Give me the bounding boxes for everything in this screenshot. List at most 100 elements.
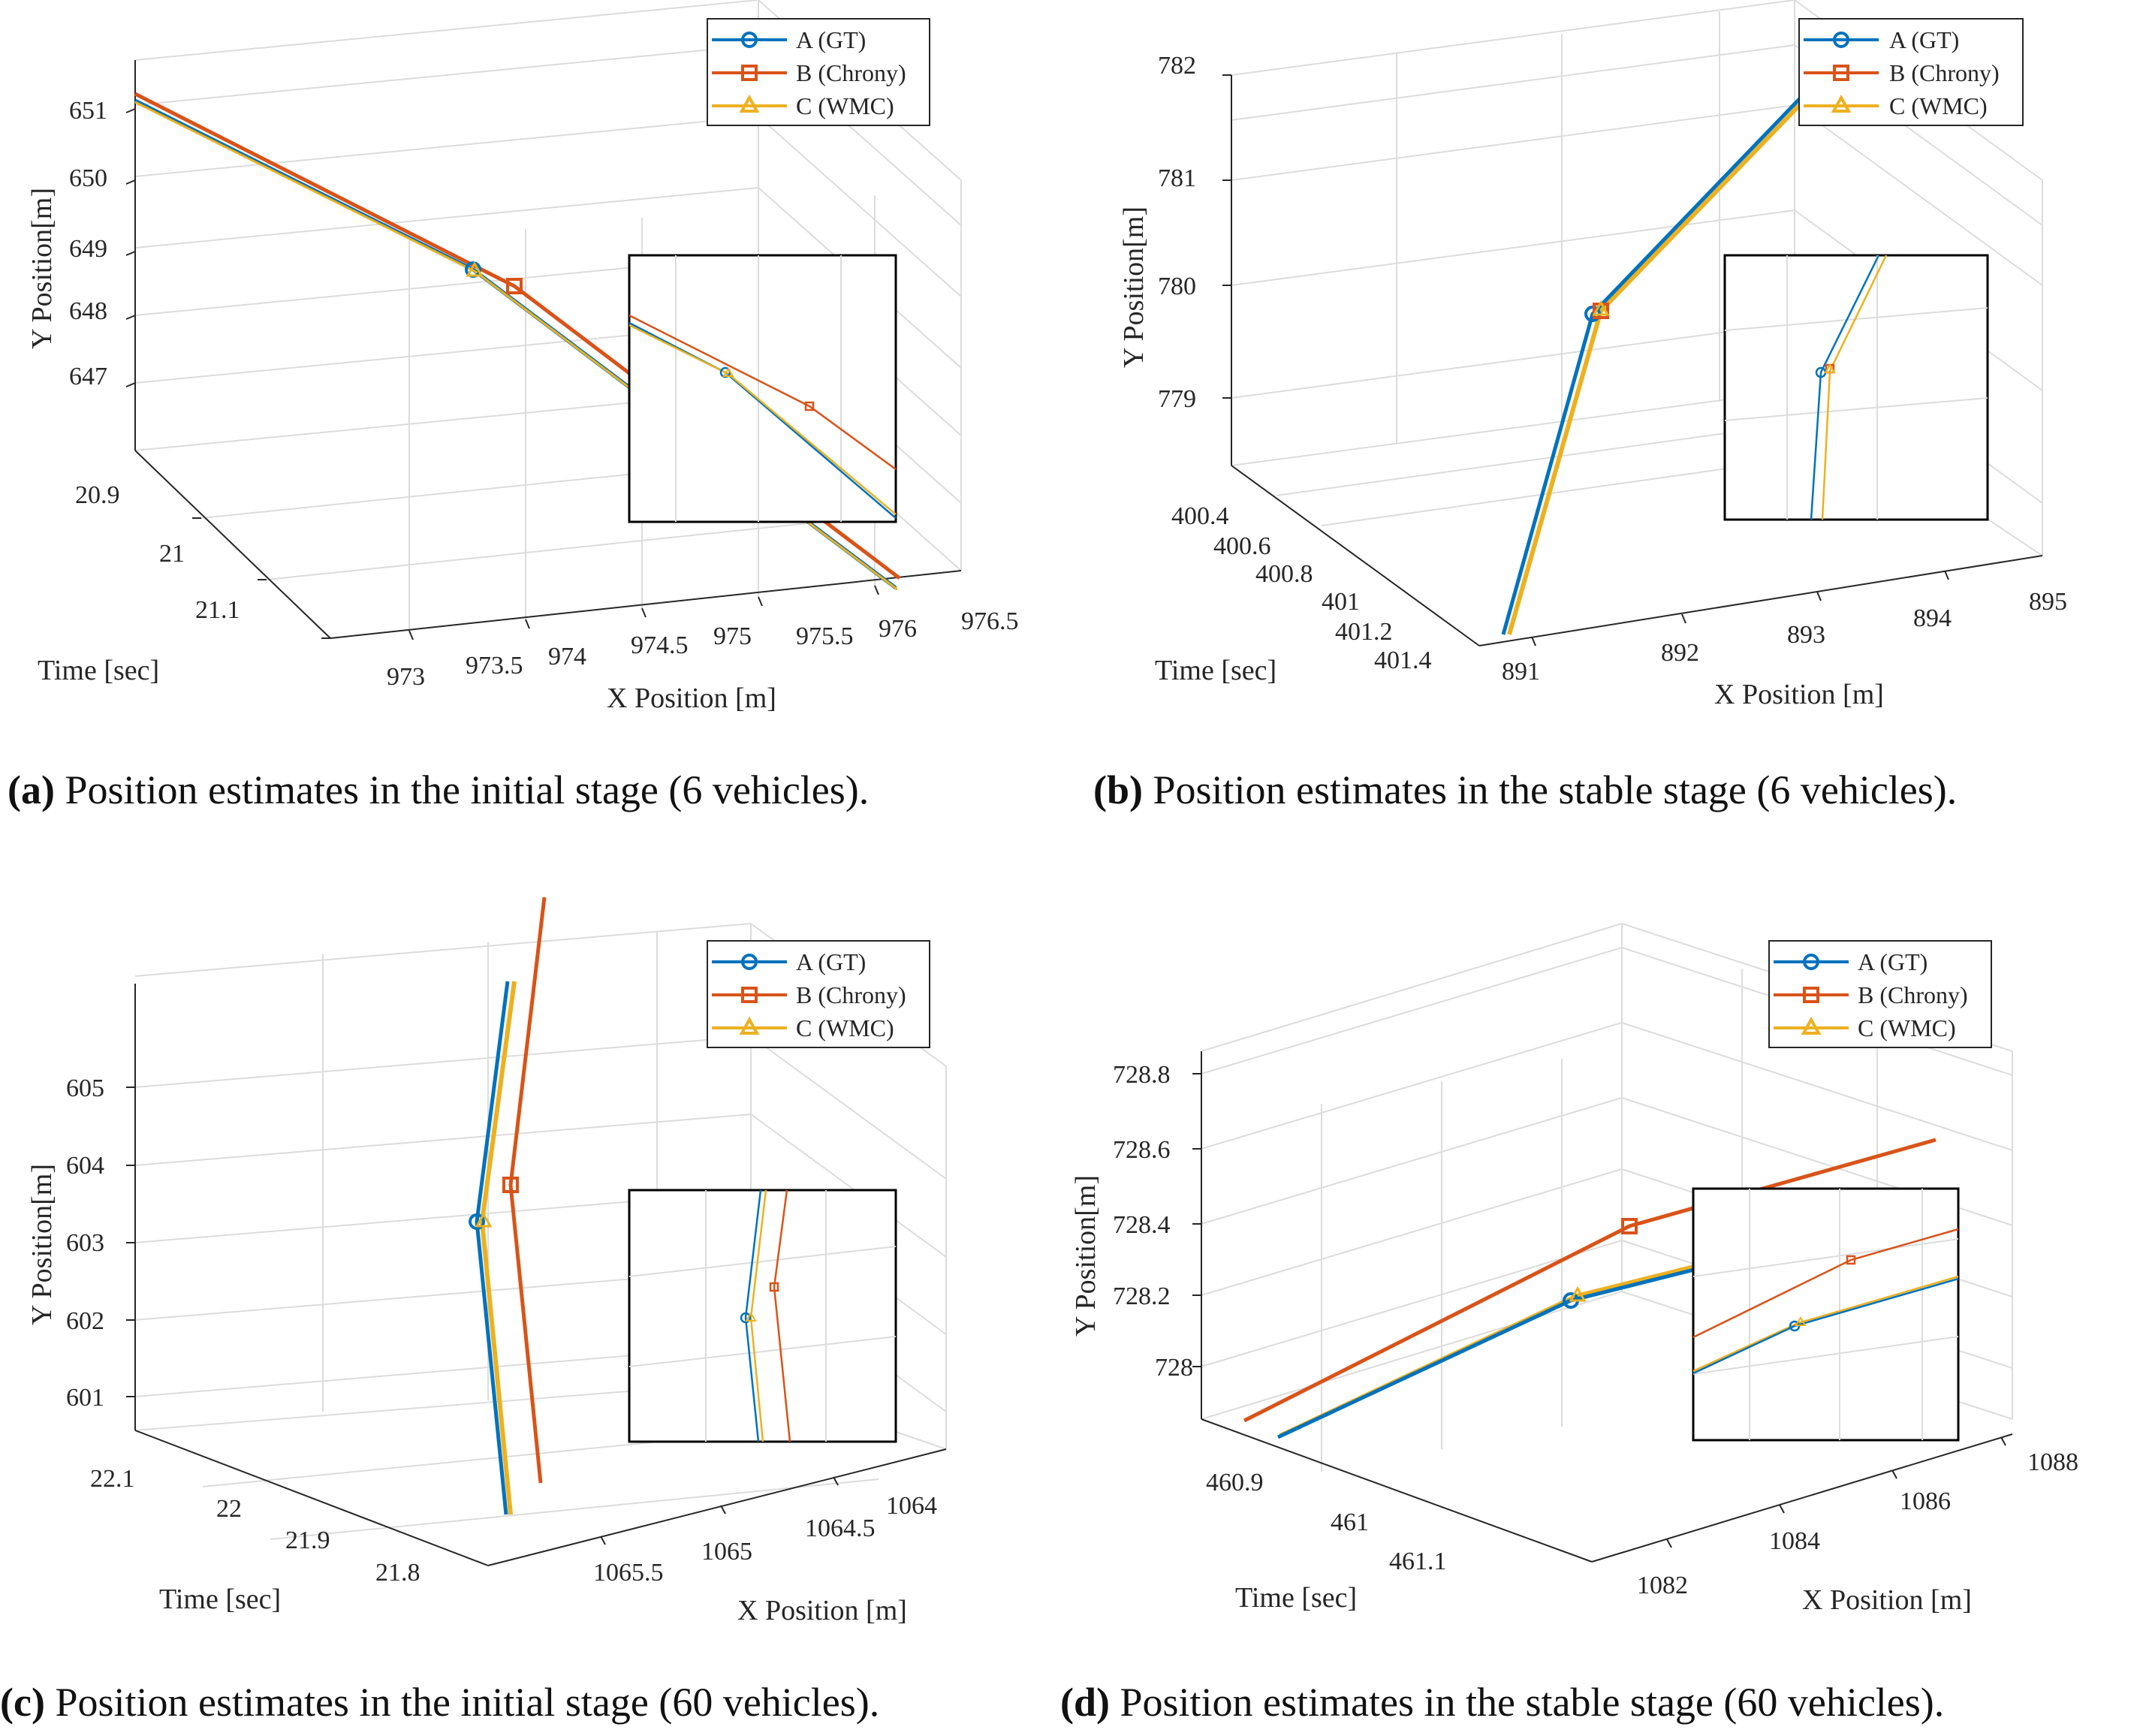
x-tick-a-1: 973.5 — [466, 652, 523, 680]
panel-c: 605 604 603 602 601 22.1 22 21.9 21.8 10… — [0, 897, 947, 1725]
legend-a-triangle-icon — [739, 94, 760, 113]
legend-a-square-icon — [741, 65, 758, 81]
caption-b: (b) Position estimates in the stable sta… — [1093, 767, 1957, 812]
inset-b — [1723, 254, 1989, 521]
panel-a: 651 650 649 648 647 20.9 21 21.1 973 973… — [8, 0, 1019, 812]
y-ticks-b: 782 781 780 779 — [1158, 52, 1196, 413]
legend-c-circle-icon — [741, 954, 758, 970]
t-label-c: Time [sec] — [159, 1584, 281, 1615]
inset-a-wmc — [628, 324, 897, 515]
legend-c: A (GT) B (Chrony) C (WMC) — [707, 940, 930, 1048]
x-tick-a-2: 974 — [548, 643, 586, 671]
t-tick-b-1: 400.6 — [1213, 532, 1271, 560]
caption-a: (a) Position estimates in the initial st… — [8, 767, 869, 812]
series-d-wmc-marker — [1569, 1285, 1587, 1302]
inset-c-chrony-marker — [769, 1282, 779, 1292]
axes-b — [1222, 74, 2043, 646]
inset-b-gt — [1810, 255, 1880, 520]
y-tick-d-2: 728.4 — [1113, 1211, 1171, 1239]
series-d-chrony-marker — [1621, 1218, 1638, 1234]
x-tick-a-4: 975 — [713, 622, 752, 650]
inset-a-chrony — [628, 314, 897, 471]
x-tick-c-1: 1065 — [701, 1538, 752, 1566]
x-tick-c-2: 1064.5 — [805, 1514, 876, 1542]
x-ticks-a: 973 973.5 974 974.5 975 975.5 976 976.5 — [387, 607, 1019, 691]
inset-b-wmc-marker — [1824, 363, 1836, 373]
x-tick-b-2: 893 — [1787, 621, 1825, 649]
t-tick-b-2: 400.8 — [1255, 560, 1313, 588]
legend-b: A (GT) B (Chrony) C (WMC) — [1798, 18, 2024, 126]
axes-d — [1192, 1051, 2013, 1563]
series-d — [1243, 1138, 1937, 1439]
series-c-gt — [475, 981, 510, 1515]
inset-c-chrony — [773, 1189, 791, 1442]
y-tick-a-4: 647 — [69, 363, 107, 390]
x-tick-b-4: 895 — [2029, 588, 2067, 616]
legend-c-label-1: B (Chrony) — [796, 981, 906, 1008]
legend-d-triangle-icon — [1801, 1016, 1822, 1035]
x-tick-b-1: 892 — [1661, 639, 1699, 667]
legend-d-label-2: C (WMC) — [1858, 1014, 1956, 1041]
caption-c: (c) Position estimates in the initial st… — [0, 1680, 879, 1725]
t-tick-b-3: 401 — [1322, 588, 1360, 616]
legend-d-label-1: B (Chrony) — [1858, 981, 1968, 1008]
x-tick-a-0: 973 — [387, 663, 425, 691]
t-ticks-b: 400.4 400.6 400.8 401 401.2 401.4 — [1171, 502, 1432, 674]
inset-c-frame — [628, 1189, 897, 1443]
inset-b-wmc — [1821, 255, 1888, 520]
y-tick-c-0: 605 — [66, 1074, 104, 1102]
x-tick-a-5: 975.5 — [796, 622, 854, 650]
series-b-wmc-marker — [1592, 300, 1610, 316]
inset-d-chrony-marker — [1846, 1255, 1856, 1265]
axes-c — [126, 984, 947, 1566]
series-c-wmc-marker — [475, 1211, 493, 1228]
t-tick-c-0: 22.1 — [90, 1465, 135, 1493]
t-label-d: Time [sec] — [1235, 1582, 1357, 1614]
x-tick-d-0: 1082 — [1637, 1572, 1688, 1599]
series-c — [469, 897, 547, 1515]
series-d-gt — [1276, 1267, 1698, 1439]
legend-b-label-1: B (Chrony) — [1889, 59, 2000, 86]
series-c-chrony — [508, 897, 547, 1484]
x-ticks-d: 1082 1084 1086 1088 — [1637, 1448, 2078, 1599]
inset-c-wmc-marker — [745, 1312, 757, 1322]
t-ticks-c: 22.1 22 21.9 21.8 — [90, 1465, 420, 1587]
y-tick-d-4: 728 — [1155, 1354, 1193, 1382]
legend-c-square-icon — [741, 987, 758, 1003]
x-tick-a-6: 976 — [879, 615, 917, 643]
y-label-b: Y Position[m] — [1118, 206, 1150, 368]
y-label-c: Y Position[m] — [26, 1164, 58, 1325]
t-label-b: Time [sec] — [1155, 655, 1276, 686]
legend-b-triangle-icon — [1831, 94, 1852, 113]
legend-b-square-icon — [1833, 65, 1849, 81]
axes-a — [125, 60, 962, 640]
series-b-wmc — [1507, 92, 1812, 635]
x-tick-c-3: 1064 — [886, 1492, 937, 1520]
legend-a: A (GT) B (Chrony) C (WMC) — [707, 18, 930, 126]
x-ticks-b: 891 892 893 894 895 — [1502, 588, 2067, 686]
legend-c-label-0: A (GT) — [796, 948, 866, 975]
y-tick-c-4: 601 — [66, 1384, 104, 1412]
panel-d: 728.8 728.6 728.4 728.2 728 460.9 461 46… — [1060, 923, 2078, 1725]
x-tick-d-3: 1088 — [2027, 1448, 2078, 1476]
series-a-chrony-marker — [506, 278, 523, 294]
y-ticks-c: 605 604 603 602 601 — [66, 1074, 104, 1412]
x-label-c: X Position [m] — [737, 1595, 907, 1626]
t-ticks-d: 460.9 461 461.1 — [1206, 1469, 1447, 1575]
inset-b-frame — [1723, 254, 1989, 521]
series-c-chrony-marker — [502, 1177, 519, 1193]
x-tick-a-7: 976.5 — [961, 607, 1019, 635]
inset-c — [628, 1189, 897, 1443]
legend-a-label-1: B (Chrony) — [796, 59, 906, 86]
t-tick-b-5: 401.4 — [1374, 646, 1432, 674]
inset-c-gt-marker — [740, 1312, 752, 1324]
y-tick-a-2: 649 — [69, 235, 107, 263]
x-tick-c-0: 1065.5 — [593, 1559, 664, 1587]
t-tick-c-2: 21.9 — [285, 1527, 330, 1554]
y-tick-a-1: 650 — [69, 164, 107, 192]
series-d-wmc — [1279, 1264, 1698, 1438]
x-tick-b-0: 891 — [1502, 658, 1540, 686]
t-tick-b-0: 400.4 — [1171, 502, 1229, 530]
y-tick-c-2: 603 — [66, 1229, 104, 1257]
